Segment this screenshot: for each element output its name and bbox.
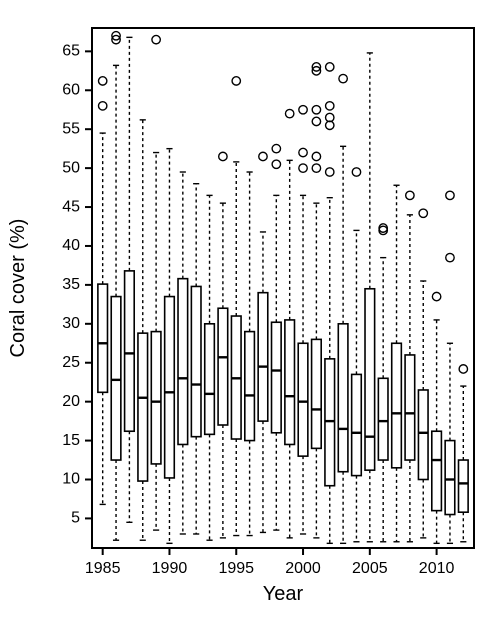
y-tick-label: 40 bbox=[62, 237, 80, 254]
y-tick-label: 55 bbox=[62, 120, 80, 137]
x-tick-label: 1985 bbox=[85, 560, 121, 577]
x-tick-label: 1990 bbox=[152, 560, 188, 577]
y-tick-label: 60 bbox=[62, 81, 80, 98]
y-tick-label: 65 bbox=[62, 43, 80, 60]
y-tick-label: 30 bbox=[62, 315, 80, 332]
x-tick-label: 2010 bbox=[419, 560, 455, 577]
y-tick-label: 20 bbox=[62, 393, 80, 410]
y-tick-label: 35 bbox=[62, 276, 80, 293]
y-tick-label: 15 bbox=[62, 432, 80, 449]
y-axis-label: Coral cover (%) bbox=[7, 219, 29, 358]
y-tick-label: 5 bbox=[71, 510, 80, 527]
boxplot-chart: 5 10 15 20 25 30 35 40 45 50 55 60 65 1985 1990 1995 200… bbox=[0, 0, 501, 639]
y-tick-label: 10 bbox=[62, 471, 80, 488]
y-tick-label: 50 bbox=[62, 159, 80, 176]
x-axis-label: Year bbox=[263, 583, 304, 605]
x-tick-label: 1995 bbox=[218, 560, 254, 577]
x-tick-label: 2000 bbox=[285, 560, 321, 577]
y-tick-label: 45 bbox=[62, 198, 80, 215]
x-tick-label: 2005 bbox=[352, 560, 388, 577]
y-tick-label: 25 bbox=[62, 354, 80, 371]
